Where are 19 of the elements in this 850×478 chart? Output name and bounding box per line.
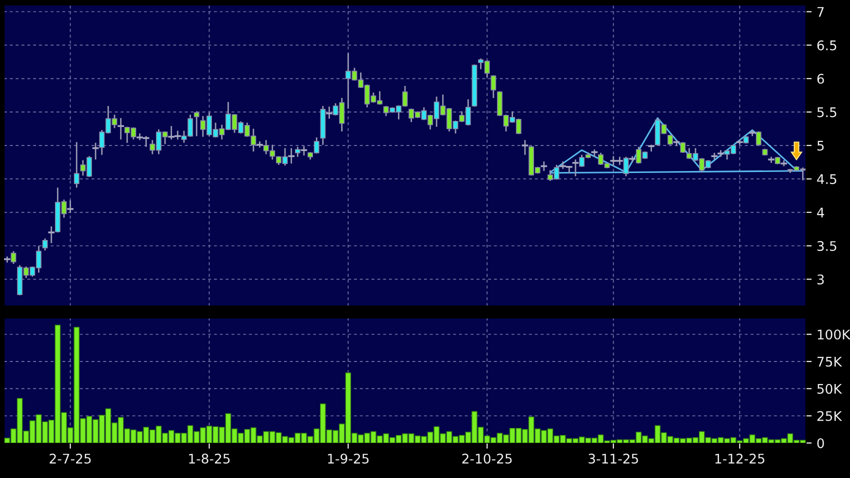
x-tick-label: 3-11-25: [588, 454, 638, 464]
x-tick-label: 1-12-25: [715, 454, 764, 464]
y-tick-label: 75K: [818, 356, 842, 367]
y-tick-label: 4.5: [817, 174, 836, 184]
y-tick-label: 50K: [817, 384, 842, 394]
y-tick-label: 0: [817, 438, 824, 448]
y-tick-label: 5: [817, 140, 824, 151]
y-tick-label: 3: [817, 274, 824, 284]
y-tick-label: 3.5: [817, 241, 836, 251]
y-tick-label: 7: [818, 7, 824, 17]
y-tick-label: 6.5: [817, 40, 836, 50]
y-tick-label: 25K: [817, 411, 842, 422]
x-tick-label: 1-8-25: [189, 454, 230, 464]
x-tick-label: 2-10-25: [462, 454, 512, 464]
y-tick-label: 4: [817, 208, 824, 218]
y-tick-label: 5.5: [817, 107, 836, 118]
x-tick-label: 2-7-25: [50, 454, 91, 464]
y-tick-label: 6: [817, 74, 824, 84]
x-tick-label: 1-9-25: [328, 454, 369, 464]
